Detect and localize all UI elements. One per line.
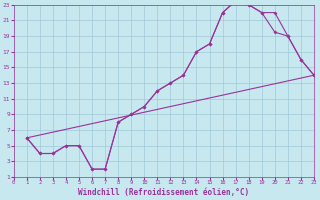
X-axis label: Windchill (Refroidissement éolien,°C): Windchill (Refroidissement éolien,°C) [78, 188, 249, 197]
